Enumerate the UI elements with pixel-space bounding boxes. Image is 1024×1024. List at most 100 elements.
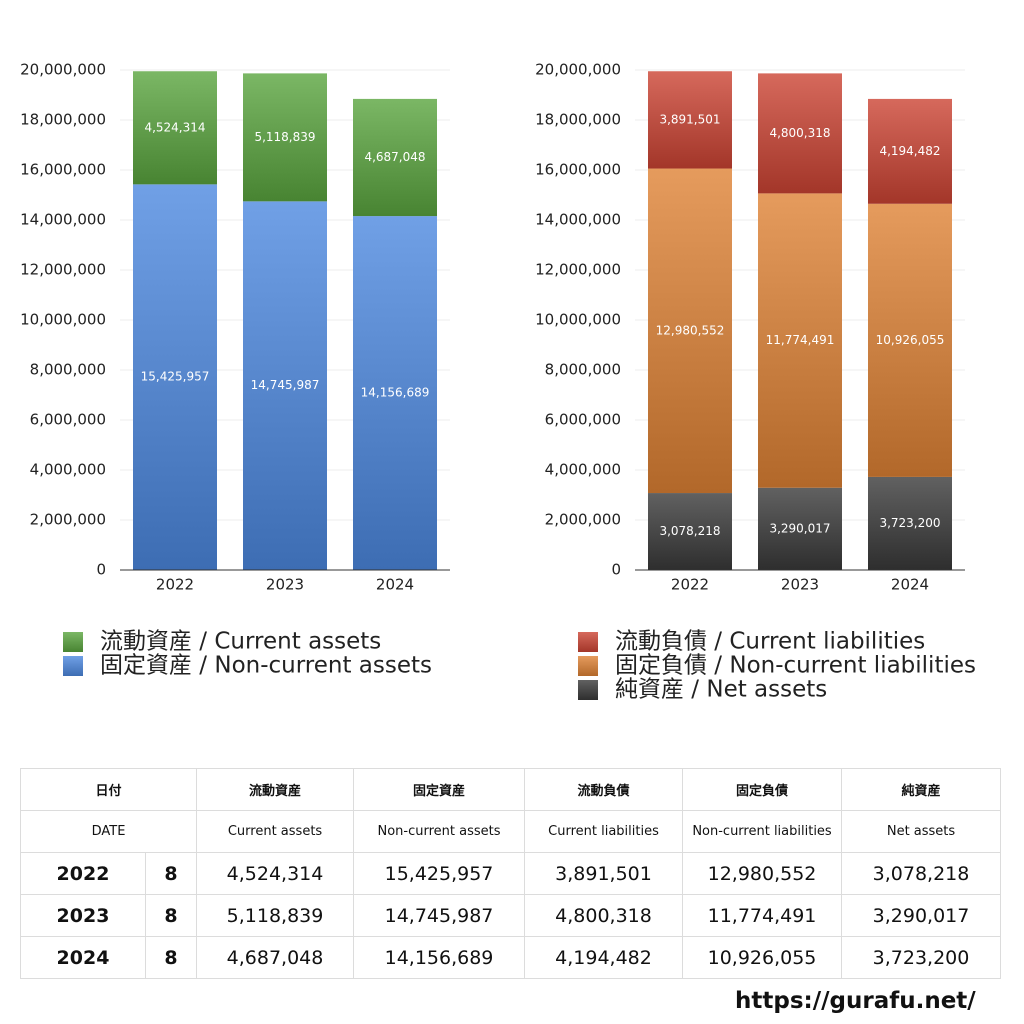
y-tick-label: 8,000,000	[30, 361, 106, 379]
bar-segment	[133, 184, 217, 570]
y-tick-label: 14,000,000	[20, 211, 106, 229]
table-cell: 3,290,017	[841, 894, 1002, 937]
table-cell: 流動負債	[524, 768, 684, 811]
table-cell: 5,118,839	[196, 894, 355, 937]
table-cell: 2022	[20, 852, 146, 895]
x-tick-label: 2023	[781, 576, 819, 594]
legend-label: 純資産 / Net assets	[615, 677, 827, 703]
charts: 0 2,000,000 4,000,000 6,000,000 8,000,000 10,…	[20, 61, 976, 703]
bar-segment	[868, 98, 952, 204]
x-tick-label: 2024	[891, 576, 929, 594]
bar-segment	[243, 73, 327, 202]
table-cell: 10,926,055	[682, 936, 843, 979]
bar-segment	[353, 98, 437, 217]
x-tick-label: 2023	[266, 576, 304, 594]
table-cell: 流動資産	[196, 768, 355, 811]
data-label: 4,800,318	[769, 126, 830, 140]
legend-swatch	[63, 632, 83, 652]
y-tick-label: 10,000,000	[535, 311, 621, 329]
y-tick-label: 16,000,000	[20, 161, 106, 179]
table-cell: DATE	[19, 810, 198, 853]
y-tick-label: 18,000,000	[535, 111, 621, 129]
table-cell: 4,524,314	[196, 852, 355, 895]
data-label: 15,425,957	[141, 370, 210, 384]
y-tick-label: 12,000,000	[535, 261, 621, 279]
data-label: 14,156,689	[361, 386, 430, 400]
legend-swatch	[578, 680, 598, 700]
data-label: 14,745,987	[251, 378, 320, 392]
legend-label: 固定資産 / Non-current assets	[100, 653, 432, 679]
y-tick-label: 4,000,000	[30, 461, 106, 479]
site-url: https://gurafu.net/	[735, 988, 976, 1014]
y-tick-label: 4,000,000	[545, 461, 621, 479]
table-cell: 3,078,218	[841, 852, 1002, 895]
table-cell: 12,980,552	[682, 852, 843, 895]
table-cell: Current assets	[196, 810, 355, 853]
bar-segment	[648, 168, 732, 494]
table-cell: 日付	[19, 768, 198, 811]
table-cell: 2024	[20, 936, 146, 979]
bar-segment	[758, 73, 842, 194]
table-cell: 8	[144, 894, 198, 937]
y-tick-label: 12,000,000	[20, 261, 106, 279]
data-label: 11,774,491	[766, 333, 835, 347]
y-tick-label: 10,000,000	[20, 311, 106, 329]
table-cell: 15,425,957	[353, 852, 526, 895]
y-tick-label: 6,000,000	[30, 411, 106, 429]
x-tick-label: 2022	[156, 576, 194, 594]
table-cell: Net assets	[841, 810, 1002, 853]
data-label: 3,891,501	[659, 112, 720, 126]
table-cell: 固定負債	[682, 768, 843, 811]
table-cell: 3,891,501	[524, 852, 684, 895]
y-tick-label: 6,000,000	[545, 411, 621, 429]
legend-swatch	[578, 632, 598, 652]
table-cell: 8	[144, 936, 198, 979]
legend-label: 固定負債 / Non-current liabilities	[615, 653, 976, 679]
table-cell: 固定資産	[353, 768, 526, 811]
legend-swatch	[578, 656, 598, 676]
table-cell: 4,800,318	[524, 894, 684, 937]
table-cell: Current liabilities	[524, 810, 684, 853]
table-cell: 14,745,987	[353, 894, 526, 937]
table-cell: Non-current assets	[353, 810, 526, 853]
bar-segment	[758, 487, 842, 570]
bar-segment	[243, 201, 327, 570]
legend-label: 流動負債 / Current liabilities	[615, 629, 925, 655]
data-table: 日付 流動資産 固定資産 流動負債 固定負債 純資産 DATE Current assets N…	[19, 768, 1002, 979]
table-cell: Non-current liabilities	[682, 810, 843, 853]
bar-segment	[868, 203, 952, 477]
y-tick-label: 0	[96, 561, 106, 579]
y-tick-label: 8,000,000	[545, 361, 621, 379]
legend-label: 流動資産 / Current assets	[100, 629, 381, 655]
table-cell: 8	[144, 852, 198, 895]
y-tick-label: 0	[611, 561, 621, 579]
bar-segment	[758, 193, 842, 488]
table-cell: 4,687,048	[196, 936, 355, 979]
y-tick-label: 16,000,000	[535, 161, 621, 179]
table-cell: 純資産	[841, 768, 1002, 811]
table-cell: 14,156,689	[353, 936, 526, 979]
data-label: 4,194,482	[879, 144, 940, 158]
bar-segment	[133, 71, 217, 185]
data-label: 10,926,055	[876, 333, 945, 347]
y-tick-label: 14,000,000	[535, 211, 621, 229]
data-label: 4,687,048	[364, 150, 425, 164]
table-cell: 4,194,482	[524, 936, 684, 979]
table-cell: 3,723,200	[841, 936, 1002, 979]
table-cell: 11,774,491	[682, 894, 843, 937]
x-tick-label: 2024	[376, 576, 414, 594]
data-label: 12,980,552	[656, 323, 725, 337]
data-label: 3,723,200	[879, 516, 940, 530]
x-tick-label: 2022	[671, 576, 709, 594]
y-tick-label: 20,000,000	[20, 61, 106, 79]
y-tick-label: 18,000,000	[20, 111, 106, 129]
bar-segment	[648, 493, 732, 570]
y-tick-label: 2,000,000	[30, 511, 106, 529]
legend-swatch	[63, 656, 83, 676]
bar-segment	[648, 71, 732, 169]
y-tick-label: 2,000,000	[545, 511, 621, 529]
bar-segment	[868, 476, 952, 570]
table-cell: 2023	[20, 894, 146, 937]
y-tick-label: 20,000,000	[535, 61, 621, 79]
